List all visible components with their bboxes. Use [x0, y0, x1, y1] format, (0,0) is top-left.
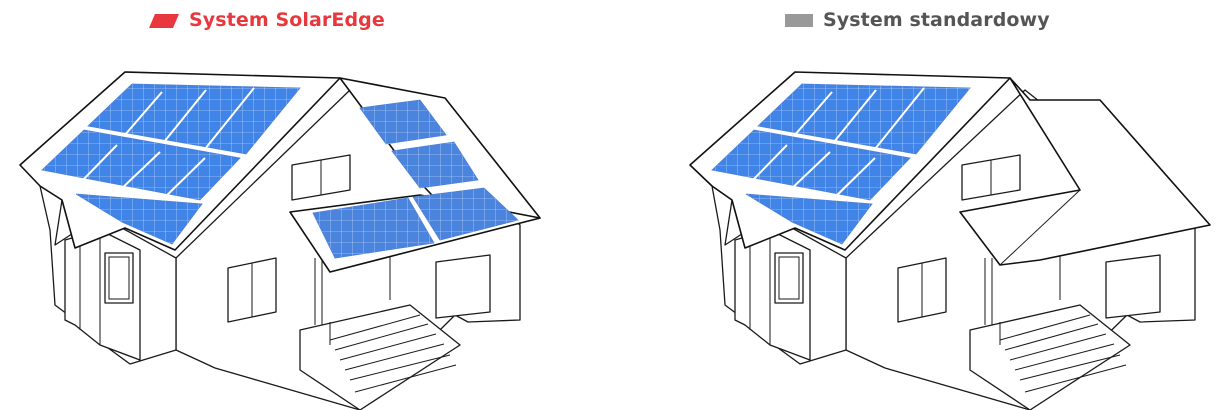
- solar-panels-main-left: [41, 83, 301, 245]
- house-standard: [689, 71, 1211, 410]
- solar-panels-main-right: [711, 83, 971, 245]
- legend-solaredge-label: System SolarEdge: [189, 9, 385, 31]
- legend-standard-label: System standardowy: [823, 9, 1050, 31]
- solaredge-swatch-icon: [149, 13, 179, 28]
- front-steps-right: [969, 304, 1131, 410]
- garage-door: [435, 254, 491, 319]
- legend-solaredge: System SolarEdge: [149, 9, 385, 31]
- house-right-side-roof: [959, 77, 1211, 266]
- house-solaredge: [19, 71, 541, 410]
- standard-swatch-icon: [785, 13, 813, 27]
- front-steps-left: [299, 304, 461, 410]
- window-left-bay: [104, 252, 134, 304]
- window-right-bay: [774, 252, 804, 304]
- legend-standard: System standardowy: [785, 9, 1050, 31]
- garage-door-right: [1105, 254, 1161, 319]
- solar-panels-secondary-left: [312, 99, 519, 259]
